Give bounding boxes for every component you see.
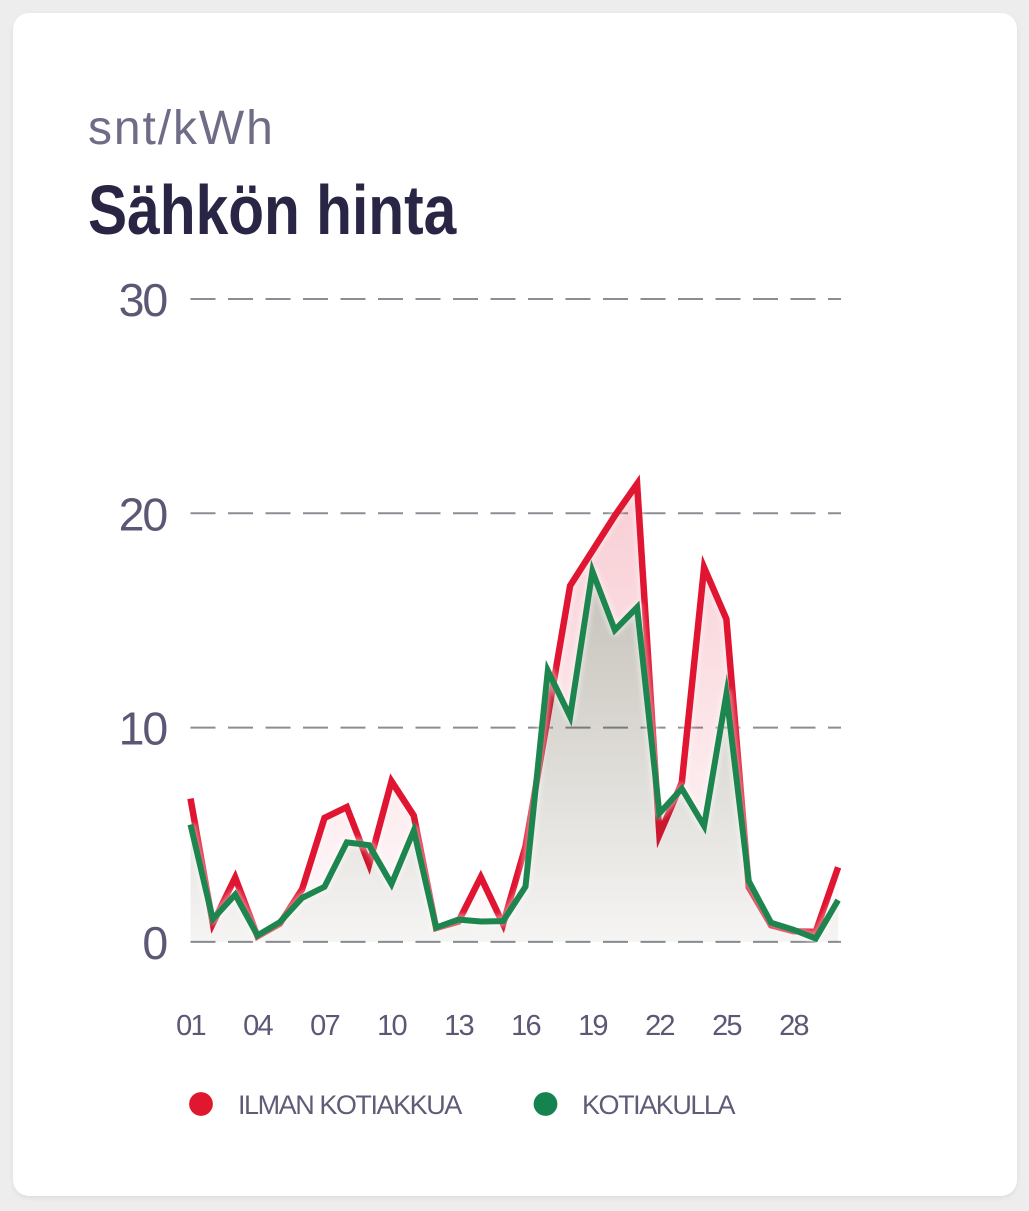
svg-text:ILMAN KOTIAKKUA: ILMAN KOTIAKKUA — [238, 1090, 462, 1120]
svg-text:16: 16 — [511, 1010, 540, 1042]
svg-text:KOTIAKULLA: KOTIAKULLA — [582, 1090, 736, 1120]
svg-text:07: 07 — [310, 1010, 339, 1042]
svg-text:20: 20 — [119, 488, 168, 540]
svg-text:0: 0 — [142, 917, 167, 969]
svg-text:28: 28 — [779, 1010, 808, 1042]
svg-text:01: 01 — [176, 1010, 205, 1042]
svg-text:10: 10 — [377, 1010, 406, 1042]
svg-text:19: 19 — [578, 1010, 607, 1042]
svg-text:25: 25 — [712, 1010, 741, 1042]
svg-text:30: 30 — [119, 274, 168, 326]
svg-text:13: 13 — [444, 1010, 473, 1042]
svg-text:22: 22 — [645, 1010, 674, 1042]
svg-text:04: 04 — [243, 1010, 273, 1042]
svg-text:10: 10 — [119, 703, 168, 755]
